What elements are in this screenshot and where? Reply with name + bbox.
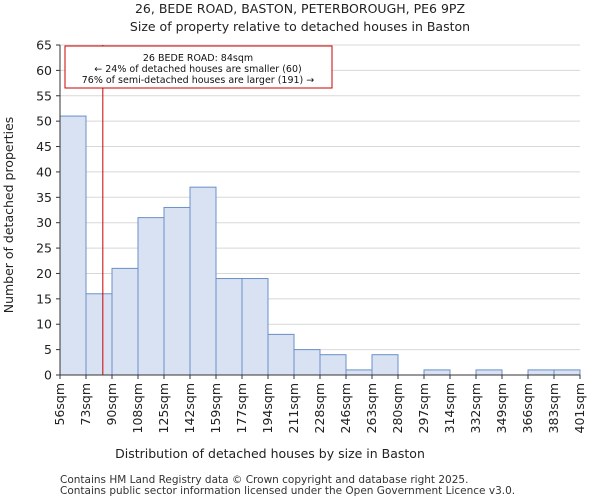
histogram-bar <box>111 267 139 376</box>
y-tick-label: 0 <box>44 368 52 383</box>
histogram-bar <box>527 369 555 376</box>
histogram-bar <box>85 293 113 376</box>
x-tick-label: 383sqm <box>546 383 561 433</box>
y-tick-label: 50 <box>36 114 52 129</box>
y-tick-label: 10 <box>36 317 52 332</box>
annotation-line3: 76% of semi-detached houses are larger (… <box>82 75 315 86</box>
histogram-bar <box>215 278 243 376</box>
x-tick-label: 211sqm <box>286 383 301 433</box>
histogram-bar <box>423 369 451 376</box>
footer-line2: Contains public sector information licen… <box>60 485 515 497</box>
x-tick-label: 194sqm <box>260 383 275 433</box>
y-tick-label: 15 <box>36 291 52 306</box>
y-tick-label: 45 <box>36 139 52 154</box>
y-tick-label: 60 <box>36 63 52 78</box>
histogram-bar <box>241 278 269 376</box>
x-tick-label: 280sqm <box>390 383 405 433</box>
x-tick-label: 332sqm <box>468 383 483 433</box>
x-tick-label: 297sqm <box>416 383 431 433</box>
histogram-bar <box>59 115 87 376</box>
histogram-bar <box>137 217 165 376</box>
histogram-bar <box>293 349 321 376</box>
y-tick-label: 30 <box>36 215 52 230</box>
x-tick-label: 90sqm <box>104 383 119 426</box>
histogram-bar <box>163 206 191 376</box>
x-axis-label: Distribution of detached houses by size … <box>115 446 425 461</box>
y-tick-label: 55 <box>36 88 52 103</box>
y-tick-label: 40 <box>36 164 52 179</box>
y-axis-ticks: 0 5 10 15 20 25 30 35 40 45 50 55 60 65 <box>36 38 60 383</box>
x-tick-label: 159sqm <box>208 383 223 433</box>
chart-title-line2: Size of property relative to detached ho… <box>130 19 470 34</box>
x-tick-label: 228sqm <box>312 383 327 433</box>
x-tick-label: 349sqm <box>494 383 509 433</box>
x-tick-label: 108sqm <box>130 383 145 433</box>
x-axis-ticks: 56sqm 73sqm 90sqm 108sqm 125sqm 142sqm 159sqm 1… <box>52 375 587 433</box>
histogram-bars <box>59 115 581 376</box>
x-tick-label: 246sqm <box>338 383 353 433</box>
y-tick-label: 65 <box>36 38 52 53</box>
histogram-bar <box>475 369 503 376</box>
x-tick-label: 142sqm <box>182 383 197 433</box>
x-tick-label: 177sqm <box>234 383 249 433</box>
y-tick-label: 25 <box>36 241 52 256</box>
x-tick-label: 125sqm <box>156 383 171 433</box>
y-tick-label: 35 <box>36 190 52 205</box>
y-tick-label: 20 <box>36 266 52 281</box>
x-tick-label: 263sqm <box>364 383 379 433</box>
annotation-line1: 26 BEDE ROAD: 84sqm <box>143 53 253 64</box>
histogram-bar <box>189 186 217 376</box>
annotation-border <box>64 45 333 89</box>
histogram-bar <box>345 369 373 376</box>
y-axis-label: Number of detached properties <box>1 117 16 314</box>
histogram-bar <box>267 333 295 376</box>
annotation-box: 26 BEDE ROAD: 84sqm ← 24% of detached ho… <box>64 45 333 89</box>
x-tick-label: 366sqm <box>520 383 535 433</box>
x-tick-label: 314sqm <box>442 383 457 433</box>
histogram-bar <box>319 354 347 376</box>
annotation-line2: ← 24% of detached houses are smaller (60… <box>94 64 301 75</box>
y-tick-label: 5 <box>44 342 52 357</box>
footer-line1: Contains HM Land Registry data © Crown c… <box>60 474 468 486</box>
x-tick-label: 73sqm <box>78 383 93 426</box>
x-tick-label: 56sqm <box>52 383 67 426</box>
x-tick-label: 401sqm <box>572 383 587 433</box>
histogram-bar <box>371 354 399 376</box>
histogram-bar <box>553 369 581 376</box>
chart-title-line1: 26, BEDE ROAD, BASTON, PETERBOROUGH, PE6… <box>135 1 465 16</box>
